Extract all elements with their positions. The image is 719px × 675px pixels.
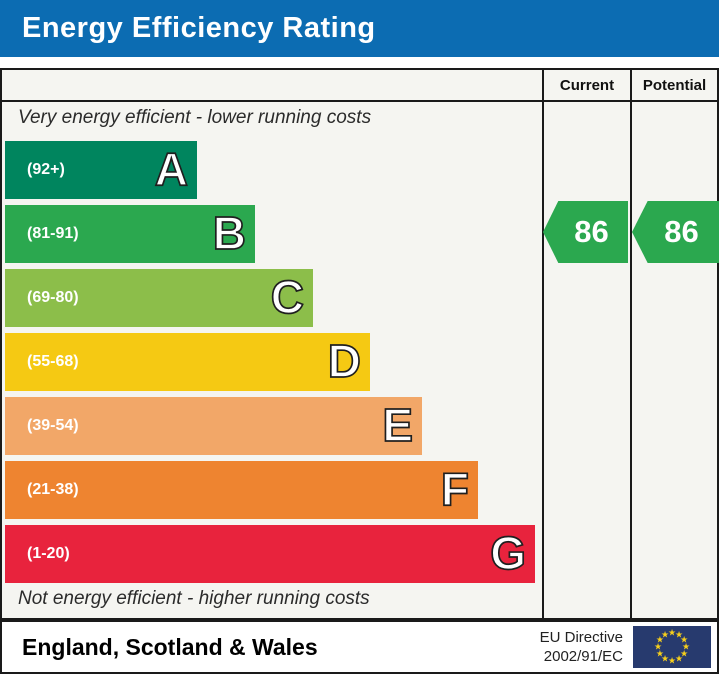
bottom-note: Not energy efficient - higher running co… <box>18 588 370 609</box>
table-header-row: Current Potential <box>2 70 717 102</box>
band-g: (1-20) G <box>5 525 535 583</box>
band-letter: A <box>154 142 189 196</box>
eu-directive-label: EU Directive 2002/91/EC <box>540 628 623 667</box>
band-range-label: (55-68) <box>27 353 79 370</box>
band-d: (55-68) D <box>5 333 370 391</box>
band-a: (92+) A <box>5 141 197 199</box>
band-range-label: (1-20) <box>27 545 70 562</box>
band-range-label: (39-54) <box>27 417 79 434</box>
column-divider <box>630 70 632 618</box>
band-letter: G <box>489 526 526 580</box>
eu-flag-star: ★ <box>674 629 684 640</box>
band-letter: B <box>212 206 247 260</box>
band-c: (69-80) C <box>5 269 313 327</box>
band-letter: F <box>440 462 470 516</box>
band-b: (81-91) B <box>5 205 255 263</box>
eu-directive-line2: 2002/91/EC <box>543 648 623 665</box>
potential-rating-arrow: 86 <box>632 201 719 263</box>
eu-directive-line1: EU Directive <box>539 628 623 646</box>
region-label: England, Scotland & Wales <box>22 633 318 660</box>
band-letter: D <box>327 334 362 388</box>
current-rating-value: 86 <box>574 214 609 249</box>
eu-flag-star: ★ <box>680 648 689 659</box>
column-header-current: Current <box>559 77 615 94</box>
page-title: Energy Efficiency Rating <box>22 12 376 44</box>
band-range-label: (69-80) <box>27 289 79 306</box>
band-letter: E <box>381 398 413 452</box>
top-note: Very energy efficient - lower running co… <box>18 107 372 128</box>
potential-rating-value: 86 <box>664 214 699 249</box>
eu-flag-star: ★ <box>674 653 684 664</box>
band-f: (21-38) F <box>5 461 478 519</box>
band-range-label: (81-91) <box>27 225 79 242</box>
column-divider <box>542 70 544 618</box>
eu-flag-star: ★ <box>681 641 691 652</box>
footer: England, Scotland & Wales EU Directive 2… <box>0 620 719 674</box>
eu-flag-star: ★ <box>667 655 677 666</box>
eu-flag-star: ★ <box>653 641 663 652</box>
bands-area: (92+) A (81-91) B (69-80) C (55-68) D (39-54) E (2… <box>5 141 542 589</box>
eu-flag-star: ★ <box>667 627 677 638</box>
title-bar: Energy Efficiency Rating <box>0 0 719 57</box>
column-header-potential: Potential <box>642 77 707 94</box>
eu-flag-star: ★ <box>660 629 670 640</box>
band-letter: C <box>270 270 305 324</box>
band-range-label: (92+) <box>27 161 65 178</box>
eu-flag-star: ★ <box>660 653 670 664</box>
band-range-label: (21-38) <box>27 481 79 498</box>
rating-table: Current Potential Very energy efficient … <box>0 68 719 620</box>
eu-flag-star: ★ <box>655 648 664 659</box>
band-e: (39-54) E <box>5 397 422 455</box>
eu-flag-icon: ★ ★ ★ ★ ★ ★ ★ ★ ★ ★ ★ ★ <box>633 626 711 668</box>
eu-flag-star: ★ <box>655 634 664 645</box>
current-rating-arrow: 86 <box>543 201 628 263</box>
eu-flag-star: ★ <box>680 634 689 645</box>
